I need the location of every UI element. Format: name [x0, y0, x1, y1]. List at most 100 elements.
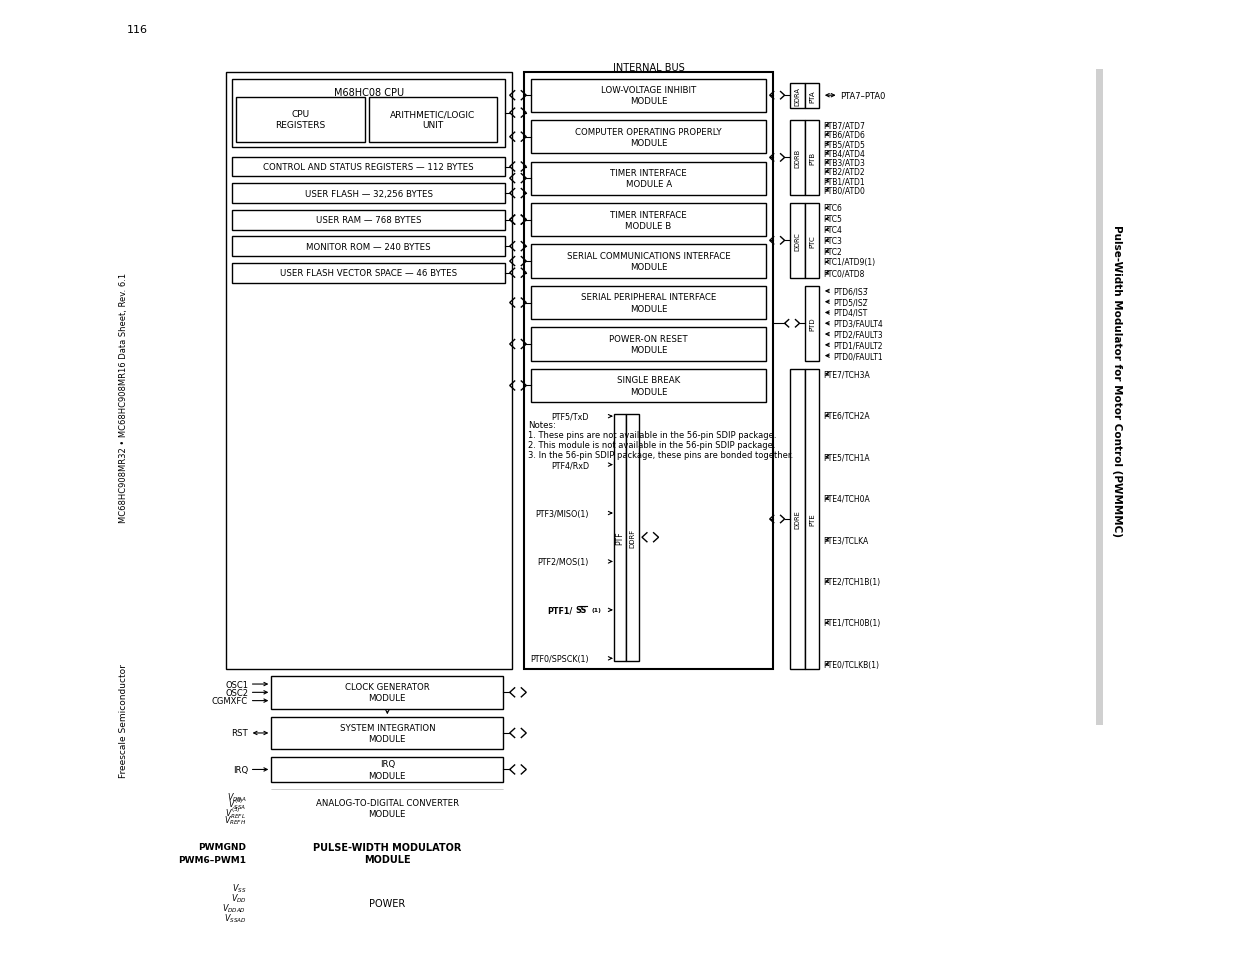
- Text: $V_{REFH}$: $V_{REFH}$: [225, 814, 246, 826]
- Text: PWM6–PWM1: PWM6–PWM1: [178, 856, 246, 864]
- Bar: [789, 204, 804, 278]
- Text: 3. In the 56-pin SDIP package, these pins are bonded together.: 3. In the 56-pin SDIP package, these pin…: [529, 451, 794, 459]
- Bar: [272, 880, 504, 925]
- Bar: [232, 211, 505, 231]
- Bar: [531, 370, 767, 402]
- Text: PTD3/FAULT4: PTD3/FAULT4: [834, 319, 883, 329]
- Bar: [272, 676, 504, 709]
- Bar: [1097, 71, 1103, 725]
- Text: PTE1/TCH0B(1): PTE1/TCH0B(1): [823, 618, 881, 627]
- Text: PTA7–PTA0: PTA7–PTA0: [840, 91, 885, 101]
- Text: 116: 116: [126, 25, 147, 35]
- Bar: [272, 718, 504, 749]
- Text: IRQ: IRQ: [232, 765, 248, 774]
- Bar: [531, 204, 767, 237]
- Text: M68HC08 CPU: M68HC08 CPU: [333, 88, 404, 98]
- Text: PTC3: PTC3: [823, 236, 841, 246]
- Text: PTD1/FAULT2: PTD1/FAULT2: [834, 341, 883, 350]
- Text: PTB1/ATD1: PTB1/ATD1: [823, 177, 864, 186]
- Text: PTF5/TxD: PTF5/TxD: [551, 413, 589, 421]
- Text: SERIAL COMMUNICATIONS INTERFACE
MODULE: SERIAL COMMUNICATIONS INTERFACE MODULE: [567, 252, 730, 272]
- Text: PTB7/ATD7: PTB7/ATD7: [823, 121, 864, 131]
- Text: PTC: PTC: [809, 234, 815, 248]
- Text: PTF0/SPSCK(1): PTF0/SPSCK(1): [530, 654, 589, 663]
- Bar: [272, 835, 504, 872]
- Text: SYSTEM INTEGRATION
MODULE: SYSTEM INTEGRATION MODULE: [340, 723, 435, 743]
- Bar: [524, 73, 773, 669]
- Text: PTB3/ATD3: PTB3/ATD3: [823, 158, 864, 168]
- Text: CGMXFC: CGMXFC: [212, 697, 248, 705]
- Text: DDRE: DDRE: [794, 510, 800, 529]
- Bar: [531, 79, 767, 112]
- Text: PTE7/TCH3A: PTE7/TCH3A: [823, 370, 869, 379]
- Text: COMPUTER OPERATING PROPERLY
MODULE: COMPUTER OPERATING PROPERLY MODULE: [576, 128, 722, 148]
- Bar: [232, 79, 505, 148]
- Text: USER RAM — 768 BYTES: USER RAM — 768 BYTES: [316, 216, 421, 225]
- Text: SERIAL PERIPHERAL INTERFACE
MODULE: SERIAL PERIPHERAL INTERFACE MODULE: [580, 294, 716, 314]
- Text: OSC2: OSC2: [225, 688, 248, 697]
- Bar: [232, 157, 505, 177]
- Bar: [232, 263, 505, 283]
- Bar: [804, 84, 820, 109]
- Text: PTD2/FAULT3: PTD2/FAULT3: [834, 330, 883, 339]
- Text: PTE0/TCLKB(1): PTE0/TCLKB(1): [823, 659, 879, 669]
- Bar: [236, 98, 364, 143]
- Text: $V_{SSAD}$: $V_{SSAD}$: [224, 912, 246, 924]
- Text: OSC1: OSC1: [225, 679, 248, 689]
- Text: DDRB: DDRB: [794, 149, 800, 168]
- Bar: [369, 98, 496, 143]
- Text: DDRA: DDRA: [794, 87, 800, 106]
- Text: PTD6/IS3̅: PTD6/IS3̅: [834, 287, 868, 296]
- Text: PTE5/TCH1A: PTE5/TCH1A: [823, 453, 869, 462]
- Text: $V_{DDAD}$: $V_{DDAD}$: [222, 902, 246, 914]
- Text: PTC5: PTC5: [823, 215, 841, 224]
- Text: TIMER INTERFACE
MODULE A: TIMER INTERFACE MODULE A: [610, 169, 687, 189]
- Text: Notes:: Notes:: [529, 421, 556, 430]
- Text: 2. This module is not available in the 56-pin SDIP package.: 2. This module is not available in the 5…: [529, 440, 776, 450]
- Text: $V_{SSA}^{(3)}$: $V_{SSA}^{(3)}$: [228, 796, 246, 811]
- Bar: [804, 204, 820, 278]
- Text: PTF2/MOS(1): PTF2/MOS(1): [537, 558, 589, 566]
- Bar: [789, 370, 804, 669]
- Text: Pulse-Width Modulator for Motor Control (PWMMMC): Pulse-Width Modulator for Motor Control …: [1113, 225, 1123, 537]
- Text: PTC2: PTC2: [823, 248, 841, 256]
- Bar: [804, 287, 820, 361]
- Text: $V_{DD}$: $V_{DD}$: [231, 892, 246, 904]
- Text: (1): (1): [592, 608, 601, 613]
- Text: $V_{SS}$: $V_{SS}$: [232, 882, 246, 894]
- Text: POWER-ON RESET
MODULE: POWER-ON RESET MODULE: [609, 335, 688, 355]
- Text: USER FLASH VECTOR SPACE — 46 BYTES: USER FLASH VECTOR SPACE — 46 BYTES: [280, 269, 457, 278]
- Text: CLOCK GENERATOR
MODULE: CLOCK GENERATOR MODULE: [345, 682, 430, 702]
- Text: PTB: PTB: [809, 152, 815, 165]
- Text: PTC0/ATD8: PTC0/ATD8: [823, 269, 864, 278]
- Bar: [804, 121, 820, 195]
- Text: LOW-VOLTAGE INHIBIT
MODULE: LOW-VOLTAGE INHIBIT MODULE: [601, 86, 697, 106]
- Text: PTE3/TCLKA: PTE3/TCLKA: [823, 536, 868, 545]
- Text: PTF3/MISO(1): PTF3/MISO(1): [536, 509, 589, 518]
- Text: PTE4/TCH0A: PTE4/TCH0A: [823, 495, 869, 503]
- Bar: [531, 121, 767, 154]
- Bar: [272, 758, 504, 782]
- Text: PTC1/ATD9(1): PTC1/ATD9(1): [823, 258, 874, 267]
- Text: PTB5/ATD5: PTB5/ATD5: [823, 140, 864, 149]
- Bar: [226, 73, 511, 669]
- Text: PTD5/IS2̅: PTD5/IS2̅: [834, 298, 868, 307]
- Text: CONTROL AND STATUS REGISTERS — 112 BYTES: CONTROL AND STATUS REGISTERS — 112 BYTES: [263, 163, 474, 172]
- Text: PTF: PTF: [615, 531, 625, 544]
- Bar: [531, 328, 767, 361]
- Text: DDRC: DDRC: [794, 232, 800, 251]
- Bar: [531, 162, 767, 195]
- Text: PTF4/RxD: PTF4/RxD: [551, 460, 589, 470]
- Text: PTE: PTE: [809, 513, 815, 526]
- Text: PWMGND: PWMGND: [199, 842, 246, 851]
- Text: Figure 12-1. Block Diagram Highlighting PWMMC Block and Pins: Figure 12-1. Block Diagram Highlighting …: [393, 952, 842, 953]
- Text: SINGLE BREAK
MODULE: SINGLE BREAK MODULE: [618, 376, 680, 396]
- Text: ARITHMETIC/LOGIC
UNIT: ARITHMETIC/LOGIC UNIT: [390, 111, 475, 131]
- Text: PTF1/: PTF1/: [547, 606, 572, 615]
- Text: PTC6: PTC6: [823, 204, 841, 213]
- Bar: [232, 237, 505, 256]
- Text: DDRF: DDRF: [630, 528, 636, 547]
- Text: MC68HC908MR32 • MC68HC908MR16 Data Sheet, Rev. 6.1: MC68HC908MR32 • MC68HC908MR16 Data Sheet…: [119, 273, 128, 522]
- Text: PTB2/ATD2: PTB2/ATD2: [823, 168, 864, 176]
- Text: $V_{REFL}^{(3)}$: $V_{REFL}^{(3)}$: [226, 804, 246, 820]
